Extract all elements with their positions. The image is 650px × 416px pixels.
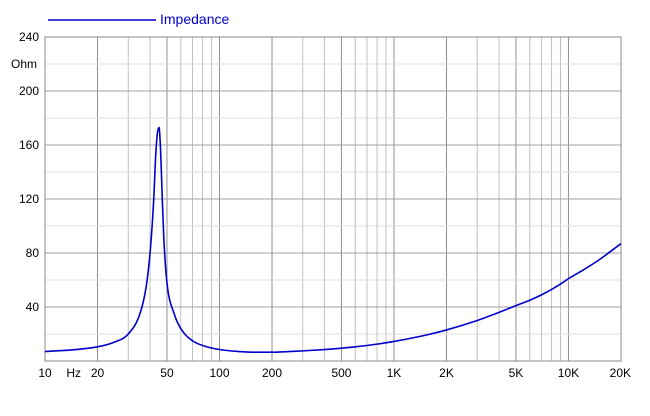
y-tick-label: 200 [19,84,39,98]
y-tick-labels: 40 80 120 160 200 240 [19,30,39,314]
x-tick-label: 100 [209,366,229,380]
legend: Impedance [48,11,229,27]
y-tick-label: 160 [19,138,39,152]
y-tick-label: 120 [19,192,39,206]
x-tick-label: 10 [38,366,52,380]
x-tick-label: 10K [558,366,579,380]
y-tick-label: 40 [26,300,40,314]
legend-label-impedance: Impedance [160,11,229,27]
x-tick-label: 2K [439,366,454,380]
x-tick-label: 20 [91,366,105,380]
series-line-impedance [44,126,622,354]
grid [45,37,621,361]
x-tick-label: 5K [509,366,524,380]
x-tick-labels: 10 20 50 100 200 500 1K 2K 5K 10K 20K [38,366,631,380]
x-tick-label: 1K [387,366,402,380]
x-tick-label: 500 [331,366,351,380]
x-tick-label: 50 [160,366,174,380]
x-tick-label: 20K [610,366,631,380]
x-axis-label: Hz [66,366,81,380]
y-tick-label: 80 [26,246,40,260]
plot-frame [44,36,622,362]
y-tick-label: 240 [19,30,39,44]
y-axis-label: Ohm [11,57,37,71]
x-tick-label: 200 [262,366,282,380]
